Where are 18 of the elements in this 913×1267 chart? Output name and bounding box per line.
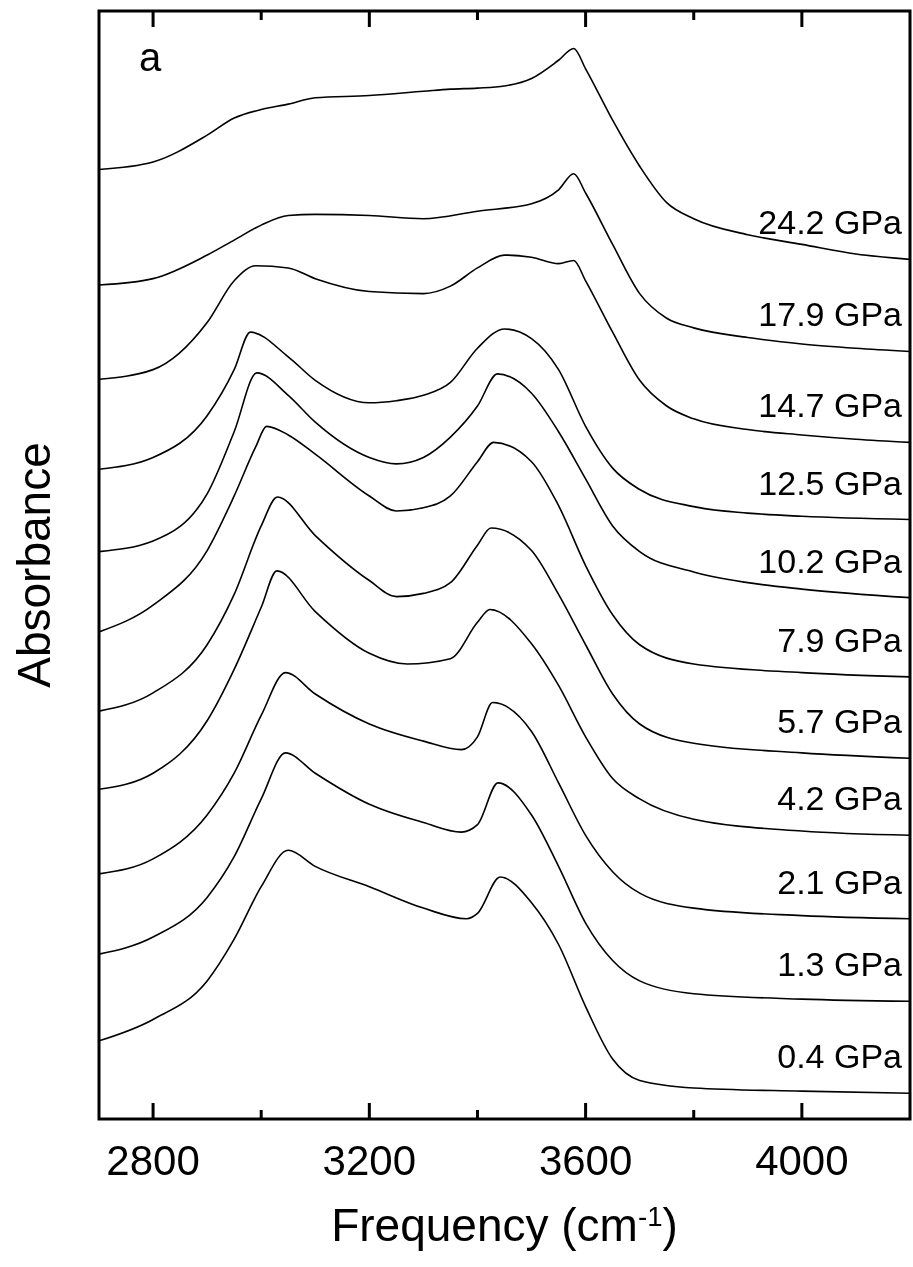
series-label: 0.4 GPa bbox=[777, 1037, 903, 1076]
annotation: a bbox=[139, 35, 162, 79]
series-label: 2.1 GPa bbox=[777, 862, 903, 901]
series-label: 7.9 GPa bbox=[777, 620, 903, 659]
x-tick-label: 4000 bbox=[755, 1137, 849, 1184]
series-label: 5.7 GPa bbox=[777, 702, 903, 741]
series-label: 24.2 GPa bbox=[758, 203, 903, 242]
series-label: 10.2 GPa bbox=[758, 541, 903, 580]
series-label: 17.9 GPa bbox=[758, 295, 903, 334]
series-label: 4.2 GPa bbox=[777, 779, 903, 818]
series-label: 1.3 GPa bbox=[777, 945, 903, 984]
series-label: 12.5 GPa bbox=[758, 463, 903, 502]
x-axis-title: Frequency (cm$^{-1}$) bbox=[331, 1199, 678, 1251]
x-tick-label: 2800 bbox=[106, 1137, 200, 1184]
x-tick-label: 3600 bbox=[538, 1137, 633, 1184]
y-axis-title: Absorbance bbox=[8, 442, 60, 688]
x-tick-label: 3200 bbox=[322, 1137, 417, 1184]
series-label: 14.7 GPa bbox=[758, 386, 903, 425]
